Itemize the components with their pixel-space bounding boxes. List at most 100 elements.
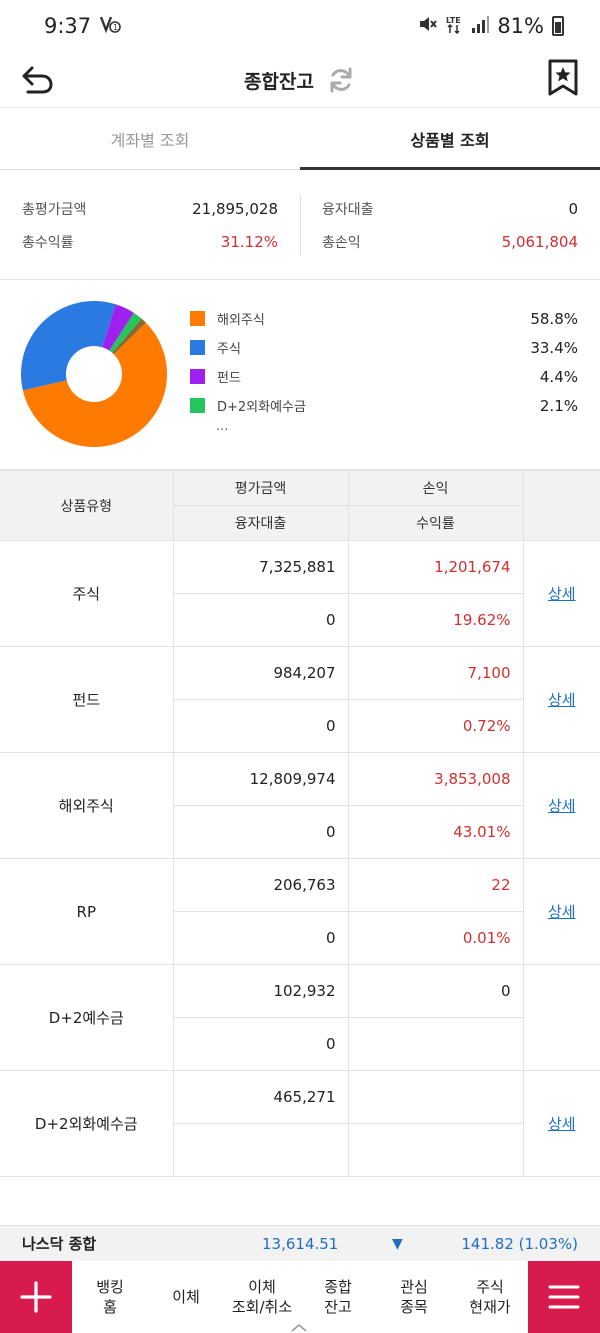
header-type: 상품유형 bbox=[0, 470, 174, 541]
detail-cell: 상세 bbox=[522, 646, 600, 753]
product-type: RP bbox=[0, 858, 174, 965]
summary-right: 융자대출 0 총손익 5,061,804 bbox=[322, 192, 578, 258]
allocation-donut-chart bbox=[20, 301, 167, 447]
hamburger-menu-icon bbox=[548, 1285, 580, 1309]
tab-by-product[interactable]: 상품별 조회 bbox=[300, 108, 600, 170]
donut-slice bbox=[109, 312, 142, 353]
allocation-section: 해외주식 58.8% 주식 33.4% 펀드 4.4% D+2외화예수금 2.1%... bbox=[0, 280, 600, 470]
return-rate bbox=[347, 1123, 523, 1177]
svg-text:LTE: LTE bbox=[446, 16, 461, 25]
total-return-label: 총수익률 bbox=[22, 234, 74, 251]
eval-amount: 12,809,974 bbox=[172, 752, 349, 806]
down-triangle-icon: ▼ bbox=[392, 1235, 403, 1252]
status-right: LTE 81% bbox=[417, 14, 564, 39]
table-row-sub: 0 0.01% bbox=[0, 911, 600, 965]
loan-amount: 0 bbox=[173, 1017, 349, 1071]
tab-by-account[interactable]: 계좌별 조회 bbox=[110, 130, 190, 150]
return-rate: 0.72% bbox=[347, 699, 523, 753]
bottom-nav: 뱅킹 홈 이체 이체 조회/취소 종합 잔고 관심 종목 주식 현재가 bbox=[0, 1261, 600, 1333]
ticker-name: 나스닥 종합 bbox=[22, 1235, 97, 1253]
detail-link[interactable]: 상세 bbox=[547, 903, 576, 921]
summary-left: 총평가금액 21,895,028 총수익률 31.12% bbox=[22, 192, 278, 258]
legend-item: 펀드 4.4% bbox=[190, 362, 578, 391]
signal-icon bbox=[471, 14, 490, 39]
donut-slice bbox=[22, 322, 167, 447]
refresh-icon bbox=[330, 67, 352, 93]
detail-cell bbox=[522, 964, 600, 1071]
nav-item-watchlist[interactable]: 관심 종목 bbox=[400, 1278, 428, 1316]
bookmark-star-icon bbox=[548, 59, 578, 96]
detail-cell: 상세 bbox=[522, 540, 600, 647]
header-return: 수익률 bbox=[347, 505, 523, 541]
market-ticker[interactable]: 나스닥 종합 13,614.51 ▼ 141.82 (1.03%) bbox=[0, 1225, 600, 1261]
product-type: D+2외화예수금 bbox=[0, 1070, 174, 1177]
table-row: 펀드 984,207 7,100 상세 bbox=[0, 646, 600, 753]
summary-row-loan: 융자대출 0 bbox=[322, 192, 578, 225]
table-row-sub: 0 19.62% bbox=[0, 593, 600, 647]
ticker-value: 13,614.51 bbox=[262, 1234, 339, 1253]
loan-amount: 0 bbox=[173, 699, 349, 753]
header-title-wrap: 종합잔고 bbox=[0, 52, 600, 108]
return-rate: 43.01% bbox=[347, 805, 523, 859]
nav-item-total-balance[interactable]: 종합 잔고 bbox=[324, 1278, 352, 1316]
header-blank bbox=[522, 470, 600, 541]
status-time: 9:37 bbox=[44, 14, 92, 38]
battery-percent: 81% bbox=[497, 14, 544, 38]
table-row: RP 206,763 22 상세 bbox=[0, 858, 600, 965]
eval-amount: 206,763 bbox=[172, 858, 349, 912]
detail-link[interactable]: 상세 bbox=[547, 1115, 576, 1133]
nav-item-banking-home[interactable]: 뱅킹 홈 bbox=[96, 1278, 124, 1316]
legend-name: 펀드 bbox=[217, 371, 241, 386]
loan-amount: 0 bbox=[173, 593, 349, 647]
back-button[interactable] bbox=[18, 60, 58, 100]
return-rate bbox=[347, 1017, 523, 1071]
legend-item: 주식 33.4% bbox=[190, 333, 578, 362]
legend-name: 주식 bbox=[217, 342, 241, 357]
legend-swatch bbox=[190, 340, 205, 355]
detail-link[interactable]: 상세 bbox=[547, 797, 576, 815]
legend-name: D+2외화예수금 bbox=[217, 400, 306, 415]
pnl-amount: 0 bbox=[347, 964, 524, 1018]
summary-row-total-eval: 총평가금액 21,895,028 bbox=[22, 192, 278, 225]
pnl-amount: 7,100 bbox=[347, 646, 524, 700]
loan-label: 융자대출 bbox=[322, 201, 374, 218]
detail-link[interactable]: 상세 bbox=[547, 691, 576, 709]
detail-link[interactable]: 상세 bbox=[547, 585, 576, 603]
legend-percent: 58.8% bbox=[530, 309, 578, 328]
table-row-sub: 0 43.01% bbox=[0, 805, 600, 859]
main-menu-button[interactable] bbox=[528, 1261, 600, 1333]
back-arrow-icon bbox=[22, 66, 53, 94]
detail-cell: 상세 bbox=[522, 752, 600, 859]
svg-text:1: 1 bbox=[113, 23, 118, 32]
legend-percent: 2.1% bbox=[539, 396, 578, 415]
loan-amount: 0 bbox=[173, 805, 349, 859]
total-return-value: 31.12% bbox=[220, 232, 278, 251]
status-left: 9:37 1 bbox=[44, 14, 121, 39]
legend-swatch bbox=[190, 398, 205, 413]
holdings-table-body: 주식 7,325,881 1,201,674 상세 0 19.62% 펀드 984,207 7,… bbox=[0, 540, 600, 1177]
table-row: 해외주식 12,809,974 3,853,008 상세 bbox=[0, 752, 600, 859]
nav-item-stock-price[interactable]: 주식 현재가 bbox=[469, 1278, 511, 1316]
bookmark-button[interactable] bbox=[546, 58, 580, 98]
holdings-table: 상품유형 평가금액 손익 융자대출 수익률 주식 7,325,881 1,201,6… bbox=[0, 470, 600, 1177]
total-eval-label: 총평가금액 bbox=[22, 201, 87, 218]
lte-icon: LTE bbox=[445, 14, 463, 39]
header-loan: 융자대출 bbox=[173, 505, 349, 541]
refresh-button[interactable] bbox=[326, 65, 356, 95]
quick-menu-button[interactable] bbox=[0, 1261, 72, 1333]
table-row-sub: 0 0.72% bbox=[0, 699, 600, 753]
detail-cell: 상세 bbox=[522, 1070, 600, 1177]
table-row: 주식 7,325,881 1,201,674 상세 bbox=[0, 540, 600, 647]
nav-item-transfer[interactable]: 이체 bbox=[172, 1288, 200, 1306]
donut-slice bbox=[20, 301, 116, 391]
allocation-legend: 해외주식 58.8% 주식 33.4% 펀드 4.4% D+2외화예수금 2.1%... bbox=[190, 304, 578, 440]
total-pnl-label: 총손익 bbox=[322, 234, 361, 251]
legend-swatch bbox=[190, 369, 205, 384]
loan-value: 0 bbox=[568, 199, 578, 218]
summary-row-total-return: 총수익률 31.12% bbox=[22, 225, 278, 258]
page-title: 종합잔고 bbox=[244, 70, 314, 93]
nav-item-transfer-history[interactable]: 이체 조회/취소 bbox=[231, 1278, 293, 1316]
chevron-up-icon[interactable] bbox=[288, 1321, 310, 1333]
loan-amount bbox=[173, 1123, 349, 1177]
header-pnl: 손익 bbox=[347, 470, 524, 506]
